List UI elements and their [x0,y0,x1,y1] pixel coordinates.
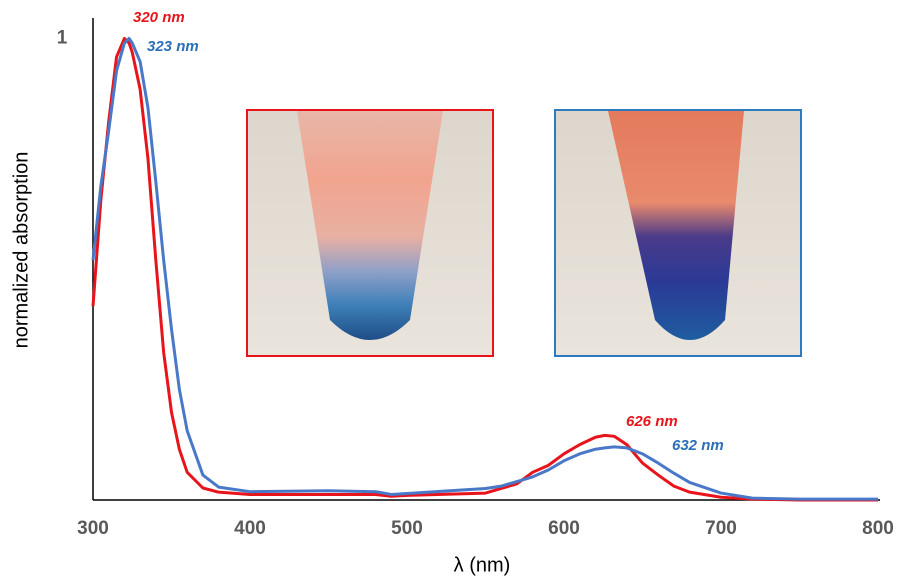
annotation: 632 nm [672,437,724,454]
x-tick-label: 700 [705,518,737,539]
x-tick-label: 300 [77,518,109,539]
inset-photo-red [247,110,493,356]
chart: normalized absorption λ (nm) 320 nm 323 … [0,0,902,580]
annotation: 320 nm [133,9,185,26]
y-tick-label: 1 [57,27,68,48]
x-tick-label: 600 [548,518,580,539]
annotation: 323 nm [147,38,199,55]
annotation: 626 nm [626,413,678,430]
inset-photo-blue [555,110,801,356]
x-tick-label: 400 [234,518,266,539]
y-axis-label: normalized absorption [10,152,32,349]
x-axis-label: λ (nm) [454,554,511,576]
x-tick-label: 500 [391,518,423,539]
x-tick-label: 800 [862,518,894,539]
